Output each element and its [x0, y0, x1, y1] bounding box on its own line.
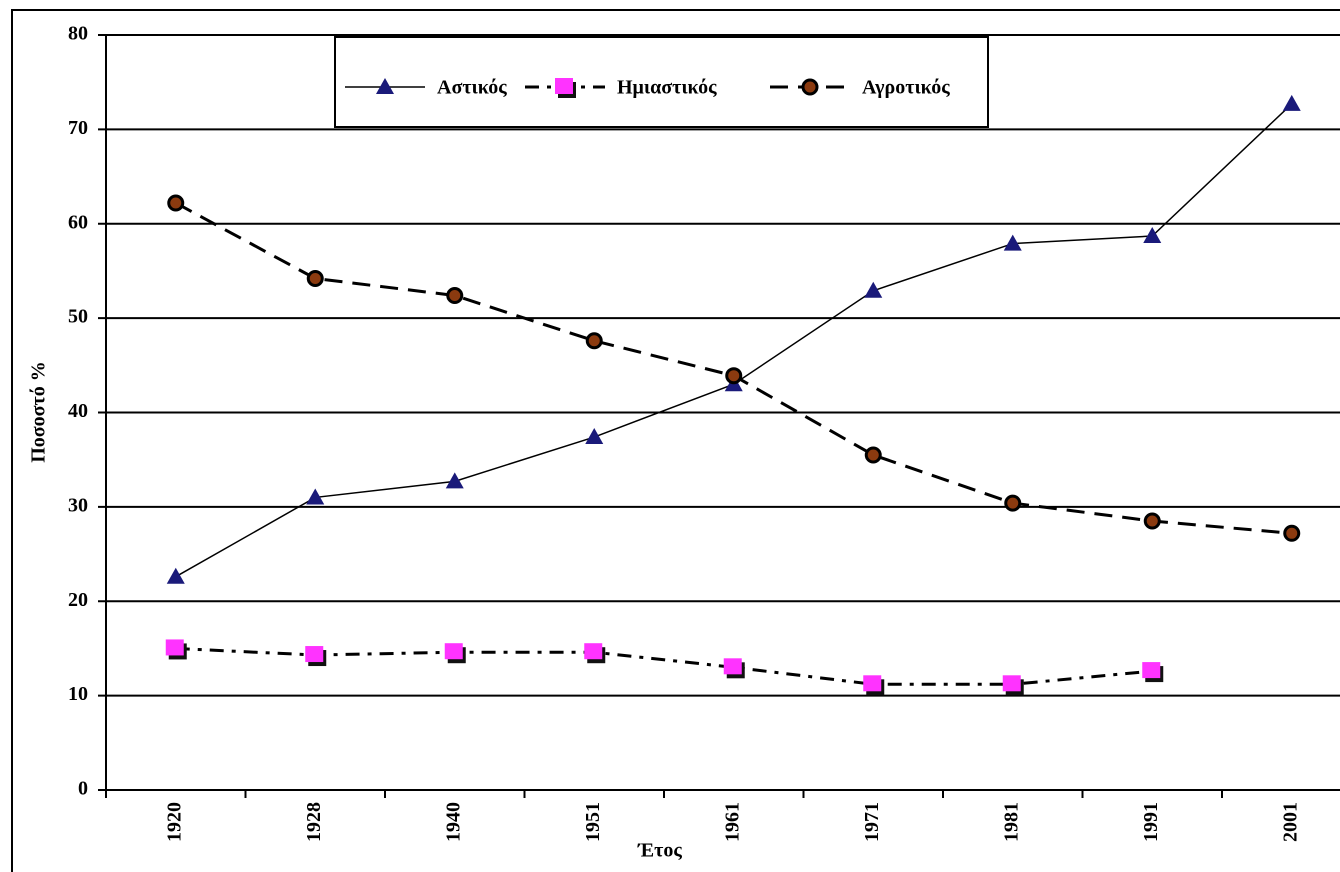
legend: Αστικός Ημιαστικός Αγροτικός: [334, 36, 989, 128]
x-tick-label: 1961: [721, 802, 743, 842]
marker: [864, 446, 882, 464]
marker: [585, 428, 604, 445]
marker: [1282, 94, 1301, 111]
x-tick-label: 1981: [1000, 802, 1022, 842]
series: [167, 194, 1301, 542]
marker: [725, 367, 743, 385]
marker: [1004, 494, 1022, 512]
marker: [864, 281, 883, 298]
legend-label: Αγροτικός: [862, 77, 950, 99]
y-tick-label: 30: [68, 494, 88, 516]
marker: [1283, 524, 1301, 542]
marker: [801, 78, 819, 96]
y-tick-label: 0: [78, 778, 88, 800]
y-axis-label: Ποσοστό %: [28, 361, 50, 463]
series-line: [175, 103, 1293, 578]
x-tick-label: 1991: [1140, 802, 1162, 842]
marker: [585, 332, 603, 350]
marker: [555, 78, 573, 94]
marker: [446, 286, 464, 304]
y-tick-label: 40: [68, 400, 88, 422]
x-tick-label: 1940: [442, 802, 464, 842]
y-tick-label: 50: [68, 306, 88, 328]
legend-box: [334, 36, 989, 128]
marker: [1003, 234, 1022, 251]
marker: [445, 472, 464, 489]
frame: [11, 9, 1340, 872]
marker: [165, 639, 184, 656]
legend-label: Αστικός: [437, 77, 507, 99]
x-axis-label: Έτος: [637, 840, 682, 862]
marker: [1002, 675, 1021, 692]
marker: [167, 194, 185, 212]
marker: [305, 646, 324, 663]
x-tick-label: 1928: [303, 802, 325, 842]
marker: [306, 269, 324, 287]
marker: [584, 643, 603, 660]
marker: [166, 567, 185, 584]
y-tick-label: 80: [68, 23, 88, 45]
marker: [1143, 512, 1161, 530]
x-tick-label: 2001: [1279, 802, 1301, 842]
series: [165, 639, 1164, 696]
marker: [376, 78, 394, 94]
y-tick-label: 60: [68, 211, 88, 233]
marker: [444, 643, 463, 660]
x-tick-label: 1951: [582, 802, 604, 842]
y-tick-label: 20: [68, 589, 88, 611]
series-line: [175, 646, 1153, 686]
x-tick-label: 1971: [861, 802, 883, 842]
legend-label: Ημιαστικός: [617, 77, 717, 99]
marker: [1143, 227, 1162, 244]
marker: [723, 658, 742, 675]
y-tick-label: 70: [68, 117, 88, 139]
marker: [1142, 662, 1161, 679]
marker: [306, 488, 325, 505]
marker: [863, 675, 882, 692]
series: [166, 94, 1301, 584]
x-tick-label: 1920: [163, 802, 185, 842]
y-tick-label: 10: [68, 683, 88, 705]
